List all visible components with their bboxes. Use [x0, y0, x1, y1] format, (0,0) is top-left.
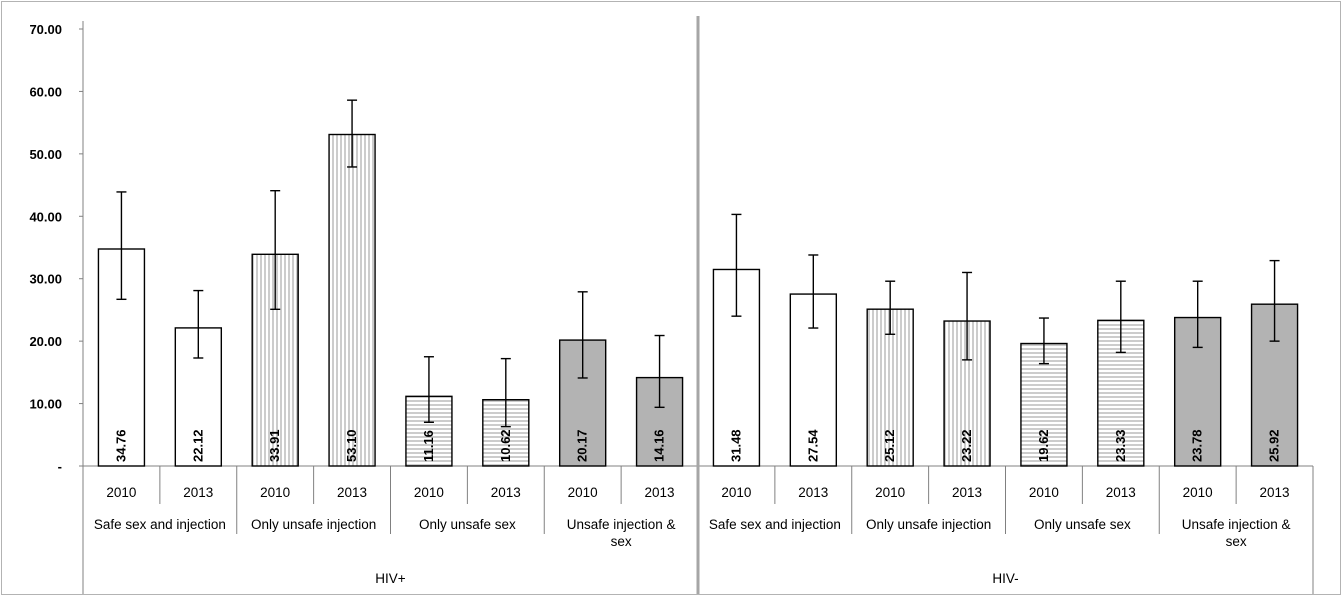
- x-category-label: Safe sex and injection: [94, 517, 226, 532]
- x-category-label: Only unsafe sex: [419, 517, 516, 532]
- x-category-label: Only unsafe sex: [1034, 517, 1131, 532]
- x-year-label: 2013: [645, 485, 675, 500]
- y-tick-label: 20.00: [29, 334, 62, 349]
- bar-value-label: 33.91: [267, 429, 282, 462]
- x-year-label: 2013: [337, 485, 367, 500]
- y-tick-label: 30.00: [29, 272, 62, 287]
- bar: [866, 308, 914, 467]
- x-year-label: 2010: [568, 485, 598, 500]
- x-category-label: Safe sex and injection: [709, 517, 841, 532]
- bar-value-label: 19.62: [1036, 429, 1051, 462]
- bar-value-label: 14.16: [652, 429, 667, 462]
- x-year-label: 2013: [952, 485, 982, 500]
- x-year-label: 2010: [260, 485, 290, 500]
- x-year-label: 2010: [875, 485, 905, 500]
- y-tick-label: 40.00: [29, 209, 62, 224]
- x-year-label: 2010: [1029, 485, 1059, 500]
- x-category-label: Only unsafe injection: [251, 517, 376, 532]
- bar-value-label: 31.48: [728, 429, 743, 462]
- y-tick-label: -: [58, 459, 62, 474]
- y-tick-label: 10.00: [29, 397, 62, 412]
- x-year-label: 2013: [491, 485, 521, 500]
- x-year-label: 2010: [721, 485, 751, 500]
- bar-value-label: 11.16: [421, 430, 436, 462]
- bar-value-label: 10.62: [498, 429, 513, 462]
- x-group-label: HIV+: [375, 571, 406, 586]
- bar-value-label: 27.54: [805, 429, 820, 462]
- bar: [328, 133, 376, 467]
- x-year-label: 2013: [798, 485, 828, 500]
- x-group-label: HIV-: [992, 571, 1018, 586]
- bar-value-label: 34.76: [113, 429, 128, 462]
- x-year-label: 2013: [183, 485, 213, 500]
- x-category-label: sex: [611, 534, 632, 549]
- x-year-label: 2010: [106, 485, 136, 500]
- x-category-label: Unsafe injection &: [1182, 517, 1291, 532]
- bar-value-label: 23.33: [1113, 429, 1128, 462]
- x-year-label: 2013: [1106, 485, 1136, 500]
- x-year-label: 2013: [1260, 485, 1290, 500]
- y-tick-label: 50.00: [29, 147, 62, 162]
- bar-value-label: 53.10: [344, 429, 359, 462]
- y-tick-label: 70.00: [29, 22, 62, 37]
- bar-value-label: 20.17: [575, 429, 590, 462]
- x-category-label: Unsafe injection &: [567, 517, 676, 532]
- bar-value-label: 23.22: [959, 429, 974, 462]
- bar-value-label: 25.12: [882, 429, 897, 462]
- bar-value-label: 23.78: [1190, 429, 1205, 462]
- bar-value-label: 25.92: [1267, 429, 1282, 462]
- x-year-label: 2010: [1183, 485, 1213, 500]
- y-tick-label: 60.00: [29, 84, 62, 99]
- x-category-label: Only unsafe injection: [866, 517, 991, 532]
- x-category-label: sex: [1226, 534, 1247, 549]
- x-year-label: 2010: [414, 485, 444, 500]
- bar-value-label: 22.12: [190, 429, 205, 462]
